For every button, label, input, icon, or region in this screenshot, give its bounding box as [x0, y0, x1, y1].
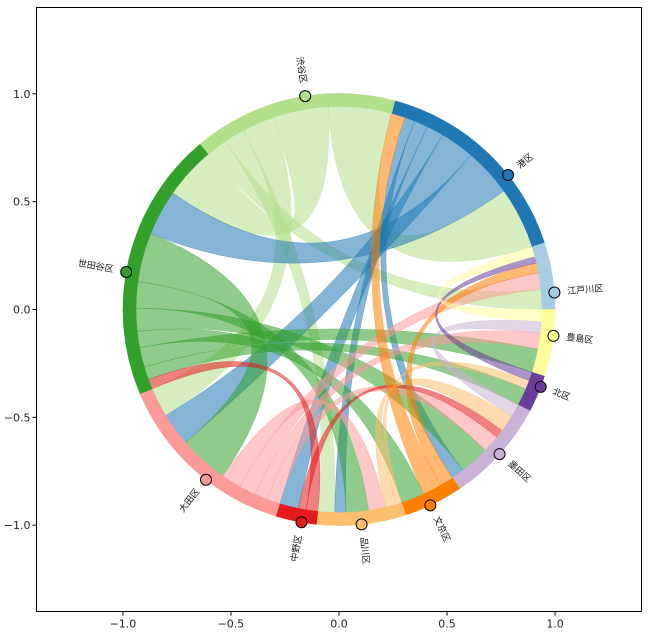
- node-arcs-layer: [122, 93, 556, 526]
- node-label-世田谷区: 世田谷区: [77, 257, 115, 275]
- node-marker-北区: [534, 380, 547, 393]
- node-markers-layer: [120, 90, 561, 531]
- node-label-墨田区: 墨田区: [506, 459, 533, 485]
- node-arc-中野区: [275, 503, 319, 525]
- chords-layer: [135, 106, 543, 513]
- node-arc-豊島区: [531, 309, 556, 377]
- node-label-渋谷区: 渋谷区: [294, 56, 310, 85]
- x-tick-label: 0.0: [330, 618, 348, 631]
- node-label-大田区: 大田区: [176, 486, 202, 515]
- node-label-品川区: 品川区: [357, 537, 371, 565]
- node-arc-渋谷区: [199, 93, 396, 155]
- node-marker-渋谷区: [299, 90, 312, 103]
- y-tick-label: 1.0: [13, 88, 31, 101]
- node-label-港区: 港区: [514, 151, 536, 172]
- x-axis-ticks: −1.0 −0.5 0.0 0.5 1.0: [110, 611, 564, 631]
- node-marker-大田区: [199, 473, 212, 486]
- node-label-江戸川区: 江戸川区: [567, 283, 604, 297]
- y-tick-label: −0.5: [4, 411, 31, 424]
- node-marker-品川区: [355, 518, 368, 531]
- x-tick-label: −0.5: [218, 618, 245, 631]
- node-label-豊島区: 豊島区: [566, 331, 594, 346]
- node-marker-文京区: [424, 499, 437, 512]
- node-label-中野区: 中野区: [288, 534, 305, 563]
- node-arc-墨田区: [452, 404, 531, 489]
- node-marker-豊島区: [547, 329, 560, 342]
- node-arc-文京区: [401, 477, 461, 516]
- y-tick-label: 0.0: [13, 304, 31, 317]
- x-tick-label: 0.5: [438, 618, 456, 631]
- node-marker-世田谷区: [120, 265, 133, 278]
- y-tick-label: 0.5: [13, 196, 31, 209]
- node-label-北区: 北区: [551, 386, 572, 403]
- node-arc-大田区: [139, 388, 280, 517]
- y-tick-label: −1.0: [4, 519, 31, 532]
- node-arc-世田谷区: [122, 143, 209, 395]
- node-arc-品川区: [316, 502, 407, 526]
- node-marker-港区: [502, 168, 515, 181]
- node-marker-中野区: [295, 516, 308, 529]
- x-tick-label: −1.0: [110, 618, 137, 631]
- x-tick-label: 1.0: [546, 618, 564, 631]
- node-marker-江戸川区: [548, 286, 561, 299]
- y-axis-ticks: −1.0 −0.5 0.0 0.5 1.0: [4, 88, 37, 532]
- node-marker-墨田区: [493, 448, 506, 461]
- node-label-文京区: 文京区: [431, 514, 453, 544]
